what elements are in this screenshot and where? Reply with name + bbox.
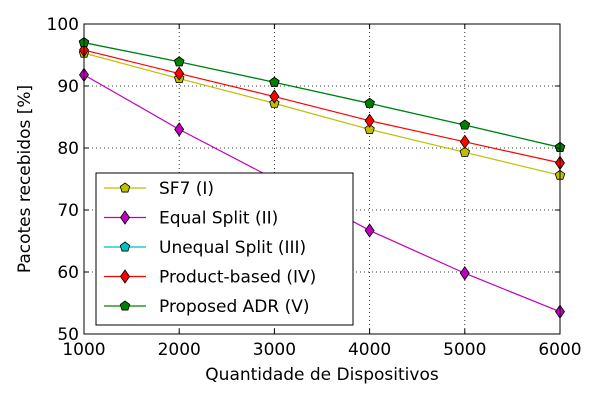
- data-point: [364, 113, 375, 128]
- legend-label: Product-based (IV): [159, 268, 316, 288]
- x-axis-title: Quantidade de Dispositivos: [205, 365, 439, 385]
- data-point: [173, 56, 185, 67]
- x-tick-label: 5000: [443, 340, 486, 360]
- legend-box: [95, 172, 354, 326]
- data-point: [269, 76, 280, 87]
- data-point: [459, 146, 471, 157]
- data-point: [174, 122, 185, 137]
- data-point: [364, 123, 375, 134]
- plot-frame: [83, 23, 561, 335]
- legend-label: SF7 (I): [159, 179, 214, 199]
- x-tick-label: 6000: [538, 340, 581, 360]
- data-point: [269, 89, 280, 104]
- data-point: [459, 266, 470, 281]
- grid: [84, 24, 560, 334]
- legend-marker: [120, 269, 130, 284]
- legend: SF7 (I) Equal Split (II) Unequal Split (II…: [95, 172, 354, 326]
- series: [78, 37, 566, 152]
- legend-marker: [119, 300, 131, 311]
- data-point: [364, 223, 375, 238]
- data-point: [459, 119, 471, 130]
- series: [78, 47, 566, 180]
- data-point: [459, 134, 470, 150]
- y-tick-label: 80: [57, 139, 79, 159]
- data-point: [174, 66, 185, 81]
- y-axis-title: Pacotes recebidos [%]: [15, 85, 35, 273]
- legend-label: Equal Split (II): [159, 209, 278, 229]
- y-tick-label: 70: [57, 201, 79, 221]
- series-line: [83, 52, 561, 176]
- axis-ticks: 1000 2000 3000 4000 5000 6000 50 60 70 80 90 100: [47, 15, 582, 360]
- legend-label: Unequal Split (III): [159, 238, 306, 258]
- x-tick-label: 2000: [158, 340, 201, 360]
- x-tick-label: 3000: [253, 340, 296, 360]
- legend-marker: [119, 241, 131, 252]
- x-tick-label: 1000: [62, 340, 105, 360]
- legend-label: Proposed ADR (V): [159, 297, 310, 317]
- legend-marker: [119, 182, 131, 193]
- series-line: [83, 49, 561, 164]
- series-line: [83, 42, 561, 148]
- y-tick-label: 50: [57, 325, 79, 345]
- x-tick-label: 4000: [348, 340, 391, 360]
- y-tick-label: 90: [57, 77, 79, 97]
- y-tick-label: 100: [47, 15, 79, 35]
- y-tick-label: 60: [57, 263, 79, 283]
- legend-marker: [120, 210, 130, 225]
- series: [79, 42, 565, 171]
- data-point: [364, 97, 375, 108]
